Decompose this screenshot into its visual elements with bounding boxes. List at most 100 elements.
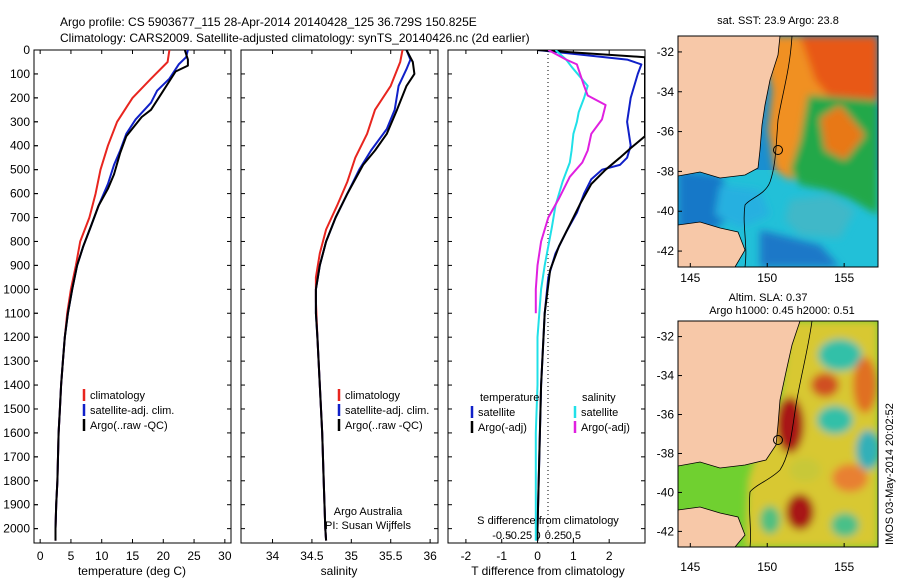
depth-tick-label: 1300 xyxy=(3,354,30,368)
sla-map-panel: Altim. SLA: 0.37 Argo h1000: 0.45 h2000:… xyxy=(657,292,879,574)
x-tick-label: 34.5 xyxy=(300,549,324,563)
s-tick-label: -0.25 xyxy=(507,530,532,542)
annotation-pi: PI: Susan Wijffels xyxy=(325,520,411,532)
lon-tick-label: 145 xyxy=(680,560,700,574)
legend-entry: satellite-adj. clim. xyxy=(90,405,174,417)
temperature-legend: climatology satellite-adj. clim. Argo(..ra… xyxy=(82,389,174,432)
imos-watermark: IMOS 03-May-2014 20:02:52 xyxy=(884,403,896,545)
depth-tick-label: 1000 xyxy=(3,282,30,296)
legend-entry: satellite-adj. clim. xyxy=(345,405,429,417)
x-tick-label: 35.5 xyxy=(379,549,403,563)
s-tick-label: 0.5 xyxy=(566,530,581,542)
legend-entry: Argo(..raw -QC) xyxy=(90,420,168,432)
series-line xyxy=(534,50,589,541)
depth-tick-label: 800 xyxy=(10,234,30,248)
x-tick-label: 35 xyxy=(345,549,359,563)
depth-axis: 0 100 200 300 400 500 600 700 800 900 1000 1100 1200… xyxy=(3,43,38,536)
x-tick-label: 0 xyxy=(534,549,541,563)
x-tick-label: -2 xyxy=(461,549,472,563)
series-line xyxy=(54,50,189,541)
sst-map-panel: sat. SST: 23.9 Argo: 23.8 145 150 155 -32-… xyxy=(657,15,879,285)
header-line1: Argo profile: CS 5903677_115 28-Apr-2014… xyxy=(60,15,477,29)
temperature-x-ticks: 0 5 10 15 20 25 30 xyxy=(34,49,232,563)
sst-map-lat-ticks: -32 -34 -36 -38 -40 -42 xyxy=(657,45,682,258)
sst-map-title: sat. SST: 23.9 Argo: 23.8 xyxy=(717,15,839,27)
depth-tick-label: 300 xyxy=(10,115,30,129)
lat-tick-label: -42 xyxy=(657,244,675,258)
depth-tick-label: 1700 xyxy=(3,450,30,464)
sla-map-image xyxy=(678,321,878,547)
s-tick-label: -0.5 xyxy=(492,530,511,542)
legend-entry: satellite xyxy=(581,407,618,419)
x-tick-label: 34 xyxy=(266,549,280,563)
lat-tick-label: -42 xyxy=(657,524,675,538)
x-tick-label: 10 xyxy=(95,549,109,563)
depth-tick-label: 600 xyxy=(10,187,30,201)
x-tick-label: 36 xyxy=(423,549,437,563)
difference-panel: -2 -1 0 1 2-0.5-0.25 0 0.25 0.5 temperature sali… xyxy=(447,49,646,578)
series-line xyxy=(536,50,645,541)
s-tick-label: 0.25 xyxy=(545,530,566,542)
lat-tick-label: -38 xyxy=(657,446,675,460)
temperature-series xyxy=(54,50,189,541)
lat-tick-label: -40 xyxy=(657,204,675,218)
salinity-x-ticks: 34 34.5 35 35.5 36 xyxy=(241,49,438,563)
lat-tick-label: -34 xyxy=(657,85,675,99)
argo-position-marker-sla xyxy=(773,435,783,445)
lon-tick-label: 145 xyxy=(680,271,700,285)
difference-legend: temperature salinity satellite Argo(-adj) sa… xyxy=(470,392,630,434)
lon-tick-label: 155 xyxy=(834,560,854,574)
salinity-xlabel: salinity xyxy=(321,564,358,578)
lat-tick-label: -32 xyxy=(657,45,675,59)
x-tick-label: 5 xyxy=(68,549,75,563)
salinity-panel: 34 34.5 35 35.5 36 climatology satellite-adj.… xyxy=(240,49,439,578)
x-tick-label: -1 xyxy=(496,549,507,563)
x-tick-label: 1 xyxy=(570,549,577,563)
x-tick-label: 30 xyxy=(218,549,232,563)
depth-tick-label: 200 xyxy=(10,91,30,105)
x-tick-label: 25 xyxy=(187,549,201,563)
sst-map-frame xyxy=(677,35,879,268)
difference-series xyxy=(534,50,645,541)
x-tick-label: 20 xyxy=(157,549,171,563)
lat-tick-label: -38 xyxy=(657,164,675,178)
legend-entry: Argo(-adj) xyxy=(478,422,527,434)
depth-tick-label: 1800 xyxy=(3,474,30,488)
salinity-axes-frame xyxy=(240,49,439,544)
series-line xyxy=(54,50,171,541)
temperature-panel: 0100200300400500600700800900100011001200… xyxy=(3,43,232,578)
temperature-xlabel: temperature (deg C) xyxy=(78,564,186,578)
lon-tick-label: 155 xyxy=(834,271,854,285)
lon-tick-label: 150 xyxy=(757,271,777,285)
legend-entry: satellite xyxy=(478,407,515,419)
depth-tick-label: 100 xyxy=(10,67,30,81)
depth-tick-label: 1100 xyxy=(4,306,30,320)
legend-entry: Argo(..raw -QC) xyxy=(345,420,423,432)
lon-tick-label: 150 xyxy=(757,560,777,574)
x-tick-label: 15 xyxy=(126,549,140,563)
depth-tick-label: 700 xyxy=(10,211,30,225)
sla-map-lat-ticks: -32 -34 -36 -38 -40 -42 xyxy=(657,330,682,538)
sst-map-lon-ticks: 145 150 155 xyxy=(680,263,854,285)
series-line xyxy=(536,50,643,541)
legend-title-salinity: salinity xyxy=(582,392,616,404)
annotation-argo-australia: Argo Australia xyxy=(334,506,403,518)
legend-title-temperature: temperature xyxy=(480,392,539,404)
depth-tick-label: 1600 xyxy=(3,426,30,440)
x-tick-label: 2 xyxy=(606,549,613,563)
legend-entry: climatology xyxy=(90,390,146,402)
x-tick-label: 0 xyxy=(37,549,44,563)
lat-tick-label: -36 xyxy=(657,125,675,139)
sla-map-frame xyxy=(677,320,879,548)
legend-entry: Argo(-adj) xyxy=(581,422,630,434)
depth-tick-label: 1900 xyxy=(3,498,30,512)
s-difference-label: S difference from climatology xyxy=(477,515,619,527)
legend-entry: climatology xyxy=(345,390,401,402)
argo-position-marker xyxy=(773,145,783,155)
header-line2: Climatology: CARS2009. Satellite-adjuste… xyxy=(60,31,530,45)
depth-tick-label: 1200 xyxy=(3,330,30,344)
depth-tick-label: 900 xyxy=(10,258,30,272)
sla-map-lon-ticks: 145 150 155 xyxy=(680,543,854,574)
series-line xyxy=(54,50,189,541)
